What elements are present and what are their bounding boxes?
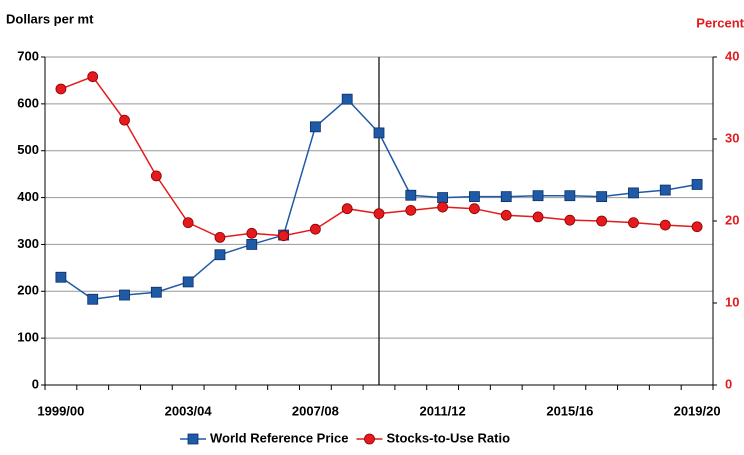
point xyxy=(500,209,512,221)
point xyxy=(55,271,67,283)
point xyxy=(55,83,67,95)
point xyxy=(405,189,417,201)
y2-tick-label: 40 xyxy=(725,48,739,63)
y2-tick-label: 20 xyxy=(725,212,739,227)
point xyxy=(532,190,544,202)
x-tick-label: 1999/00 xyxy=(37,403,84,418)
point xyxy=(532,211,544,223)
point xyxy=(628,187,639,199)
point xyxy=(150,170,162,182)
point xyxy=(628,217,639,229)
point xyxy=(564,214,576,226)
x-tick-label: 2007/08 xyxy=(292,403,339,418)
point xyxy=(182,217,194,229)
point xyxy=(364,433,375,445)
point xyxy=(659,184,671,196)
x-tick-label: 2011/12 xyxy=(419,403,465,418)
y-tick-label: 400 xyxy=(17,189,39,204)
y2-tick-label: 30 xyxy=(725,130,739,145)
point xyxy=(596,191,608,203)
point xyxy=(596,215,608,227)
point xyxy=(87,71,99,83)
y-tick-label: 700 xyxy=(17,48,39,63)
point xyxy=(187,433,199,445)
legend-label: Stocks-to-Use Ratio xyxy=(386,430,510,445)
y-axis-title: Dollars per mt xyxy=(6,11,94,26)
point xyxy=(373,208,385,220)
y-tick-label: 500 xyxy=(17,142,39,157)
point xyxy=(659,219,671,231)
point xyxy=(119,289,130,301)
point xyxy=(341,203,353,215)
y2-axis-title: Percent xyxy=(696,15,744,30)
point xyxy=(309,121,321,133)
point xyxy=(182,276,194,288)
y-tick-label: 0 xyxy=(32,376,39,391)
point xyxy=(246,239,258,250)
legend-label: World Reference Price xyxy=(210,430,348,445)
point xyxy=(246,227,258,239)
point xyxy=(150,286,162,298)
point xyxy=(437,192,449,203)
x-tick-label: 2019/20 xyxy=(674,403,721,418)
point xyxy=(437,201,449,213)
point xyxy=(214,231,226,243)
y-tick-label: 300 xyxy=(17,236,39,251)
point xyxy=(469,191,480,203)
point xyxy=(405,204,417,216)
y2-tick-label: 10 xyxy=(725,294,739,309)
point xyxy=(119,114,130,126)
point xyxy=(341,93,353,105)
point xyxy=(500,191,512,203)
point xyxy=(691,221,703,233)
point xyxy=(691,179,703,190)
point xyxy=(469,203,480,215)
point xyxy=(87,293,99,305)
y-tick-label: 100 xyxy=(17,330,39,345)
x-tick-label: 2003/04 xyxy=(165,403,213,418)
point xyxy=(309,223,321,235)
point xyxy=(214,249,226,261)
y2-tick-label: 0 xyxy=(725,376,732,391)
y-tick-label: 200 xyxy=(17,283,39,298)
y-tick-label: 600 xyxy=(17,95,39,110)
x-tick-label: 2015/16 xyxy=(546,403,593,418)
point xyxy=(564,190,576,202)
point xyxy=(373,127,385,139)
point xyxy=(278,230,289,242)
